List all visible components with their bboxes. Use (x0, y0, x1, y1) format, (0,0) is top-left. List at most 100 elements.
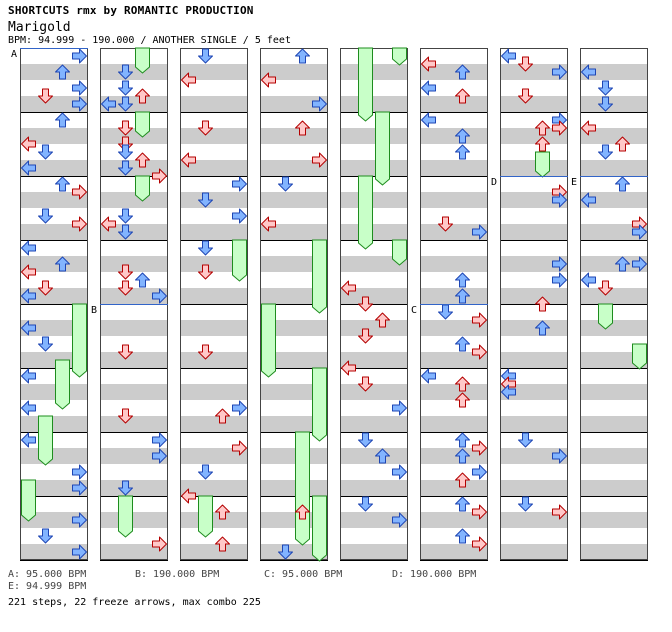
up-arrow-icon (55, 112, 70, 128)
up-arrow-icon (535, 296, 550, 312)
right-arrow-icon (552, 64, 567, 80)
beat-stripe (420, 384, 488, 400)
up-arrow-icon (455, 528, 470, 544)
up-arrow-icon (455, 128, 470, 144)
left-arrow-icon (421, 56, 436, 72)
freeze-arrow (118, 495, 133, 538)
down-arrow-icon (358, 496, 373, 512)
beat-stripe (100, 224, 168, 240)
down-arrow-icon (118, 408, 133, 424)
beat-stripe (420, 288, 488, 304)
right-arrow-icon (152, 536, 167, 552)
beat-stripe (20, 480, 88, 496)
beat-stripe (260, 416, 328, 432)
freeze-arrow (632, 343, 647, 370)
beat-stripe (580, 192, 648, 208)
freeze-arrow (135, 111, 150, 138)
left-arrow-icon (581, 64, 596, 80)
left-arrow-icon (341, 360, 356, 376)
beat-stripe (500, 512, 568, 528)
down-arrow-icon (518, 88, 533, 104)
beat-stripe (260, 448, 328, 464)
beat-stripe (180, 64, 248, 80)
left-arrow-icon (101, 216, 116, 232)
left-arrow-icon (341, 280, 356, 296)
left-arrow-icon (181, 152, 196, 168)
up-arrow-icon (535, 320, 550, 336)
beat-stripe (20, 64, 88, 80)
left-arrow-icon (181, 72, 196, 88)
up-arrow-icon (295, 504, 310, 520)
right-arrow-icon (72, 216, 87, 232)
up-arrow-icon (455, 472, 470, 488)
beat-stripe (500, 480, 568, 496)
down-arrow-icon (198, 464, 213, 480)
beat-stripe (500, 288, 568, 304)
right-arrow-icon (392, 400, 407, 416)
beat-stripe (260, 64, 328, 80)
beat-stripe (420, 352, 488, 368)
beat-stripe (260, 352, 328, 368)
up-arrow-icon (295, 120, 310, 136)
chart-column (180, 48, 248, 561)
down-arrow-icon (598, 144, 613, 160)
down-arrow-icon (598, 80, 613, 96)
beat-stripe (100, 352, 168, 368)
beat-stripe (340, 256, 408, 272)
beat-stripe (500, 96, 568, 112)
beat-stripe (500, 192, 568, 208)
bpm-marker-label: C (411, 305, 417, 316)
right-arrow-icon (472, 440, 487, 456)
beat-stripe (100, 512, 168, 528)
right-arrow-icon (552, 272, 567, 288)
beat-stripe (260, 256, 328, 272)
beat-stripe (340, 320, 408, 336)
down-arrow-icon (198, 48, 213, 64)
down-arrow-icon (38, 280, 53, 296)
down-arrow-icon (38, 88, 53, 104)
right-arrow-icon (552, 120, 567, 136)
chart-summary: 221 steps, 22 freeze arrows, max combo 2… (8, 597, 261, 608)
freeze-arrow (358, 47, 373, 122)
page-title: SHORTCUTS rmx by ROMANTIC PRODUCTION (8, 4, 254, 17)
beat-stripe (340, 512, 408, 528)
right-arrow-icon (232, 440, 247, 456)
down-arrow-icon (358, 296, 373, 312)
beat-stripe (180, 96, 248, 112)
up-arrow-icon (215, 504, 230, 520)
up-arrow-icon (455, 448, 470, 464)
left-arrow-icon (21, 320, 36, 336)
freeze-arrow (312, 367, 327, 442)
beat-stripe (100, 160, 168, 176)
down-arrow-icon (118, 480, 133, 496)
up-arrow-icon (375, 448, 390, 464)
beat-stripe (260, 96, 328, 112)
beat-stripe (260, 544, 328, 560)
column-border (180, 48, 248, 560)
left-arrow-icon (21, 432, 36, 448)
right-arrow-icon (72, 544, 87, 560)
down-arrow-icon (38, 336, 53, 352)
column-border (260, 48, 328, 560)
chart-column (580, 48, 648, 561)
up-arrow-icon (615, 176, 630, 192)
right-arrow-icon (232, 400, 247, 416)
freeze-arrow (72, 303, 87, 378)
right-arrow-icon (552, 256, 567, 272)
down-arrow-icon (198, 192, 213, 208)
down-arrow-icon (198, 240, 213, 256)
beat-stripe (500, 416, 568, 432)
beat-stripe (500, 448, 568, 464)
right-arrow-icon (72, 96, 87, 112)
beat-stripe (260, 512, 328, 528)
left-arrow-icon (581, 120, 596, 136)
beat-stripe (20, 192, 88, 208)
beat-stripe (420, 64, 488, 80)
right-arrow-icon (472, 224, 487, 240)
beat-stripe (340, 64, 408, 80)
left-arrow-icon (21, 264, 36, 280)
beat-stripe (20, 96, 88, 112)
right-arrow-icon (152, 168, 167, 184)
song-title: Marigold (8, 20, 71, 35)
beat-stripe (100, 448, 168, 464)
